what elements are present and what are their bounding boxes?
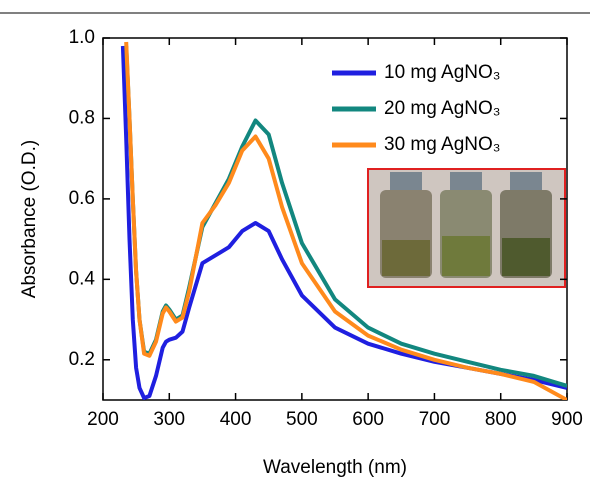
series-line — [120, 45, 567, 400]
x-tick-label: 600 — [352, 409, 384, 430]
x-tick-label: 700 — [419, 409, 451, 430]
plot-frame — [102, 37, 568, 401]
plot-area — [120, 41, 567, 400]
inset-photo — [367, 168, 566, 288]
y-tick-label: 1.0 — [69, 27, 95, 48]
y-tick-label: 0.6 — [69, 188, 95, 209]
x-tick-label: 400 — [220, 409, 252, 430]
x-tick-label: 800 — [485, 409, 517, 430]
x-tick-label: 300 — [153, 409, 185, 430]
legend-label: 10 mg AgNO₃ — [384, 62, 501, 83]
y-tick-label: 0.4 — [69, 268, 96, 289]
x-axis-label: Wavelength (nm) — [263, 457, 407, 478]
y-tick-label: 0.2 — [69, 349, 95, 370]
series-line — [124, 41, 567, 400]
y-tick-label: 0.8 — [69, 107, 95, 128]
x-tick-label: 500 — [286, 409, 318, 430]
x-tick-label: 900 — [551, 409, 583, 430]
legend-label: 20 mg AgNO₃ — [384, 98, 501, 119]
legend-label: 30 mg AgNO₃ — [384, 134, 501, 155]
x-tick-label: 200 — [87, 409, 119, 430]
y-axis-label: Absorbance (O.D.) — [19, 140, 40, 298]
